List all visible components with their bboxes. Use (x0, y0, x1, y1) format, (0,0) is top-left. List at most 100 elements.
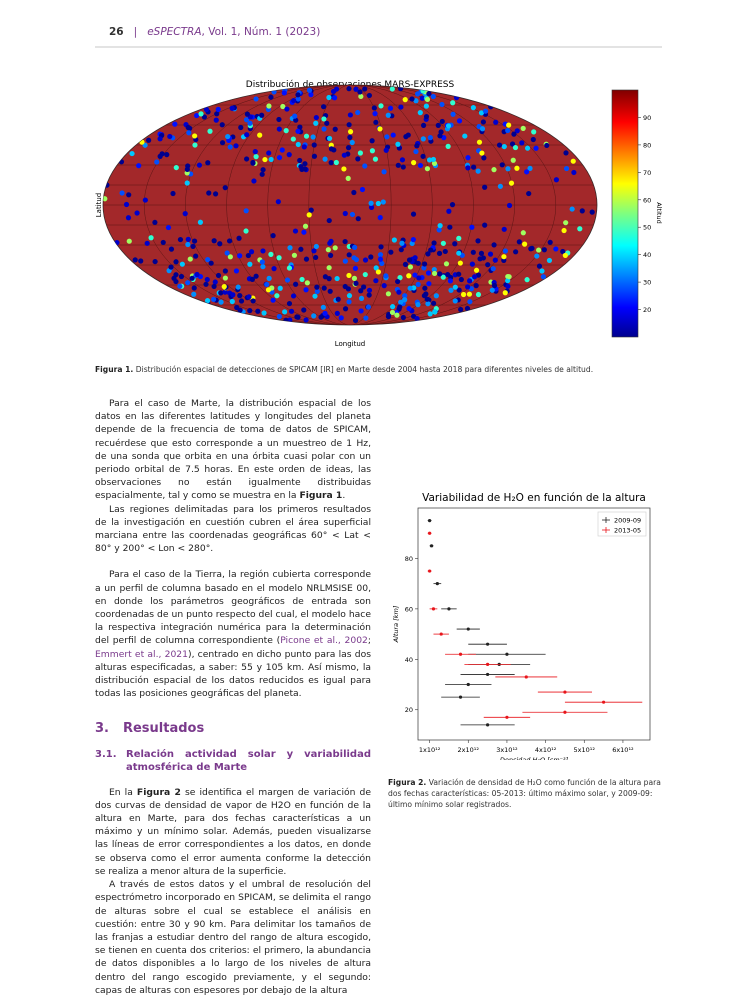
data-point (602, 700, 606, 704)
observation-dot (313, 114, 319, 121)
observation-dot (222, 185, 228, 191)
observation-dot (478, 110, 485, 116)
observation-dot (389, 304, 396, 310)
observation-dot (396, 289, 402, 295)
observation-dot (182, 211, 188, 217)
observation-dot (448, 287, 454, 293)
observation-dot (372, 111, 378, 117)
observation-dot (383, 273, 389, 279)
observation-dot (406, 273, 412, 279)
observation-dot (212, 191, 219, 197)
observation-dot (233, 143, 239, 149)
observation-dot (326, 135, 333, 142)
observation-dot (481, 155, 487, 161)
citation[interactable]: Emmert et al., 2021 (95, 648, 188, 660)
subsection-title: Relación actividad solar y variabilidad … (126, 748, 371, 773)
observation-dot (298, 246, 304, 252)
observation-dot (314, 284, 320, 290)
observation-dot (505, 283, 511, 289)
observation-dot (208, 260, 214, 266)
observation-dot (414, 91, 421, 97)
observation-dot (505, 166, 511, 172)
separator: | (133, 26, 138, 38)
observation-dot (456, 250, 462, 256)
observation-dot (125, 215, 132, 221)
colorbar-tick-label: 20 (643, 306, 651, 314)
observation-dot (345, 175, 351, 181)
citation[interactable]: Picone et al., 2002 (280, 635, 368, 647)
x-tick-label: 4x10¹² (535, 746, 557, 754)
observation-dot (274, 293, 280, 299)
issue: , Vol. 1, Núm. 1 (2023) (201, 26, 321, 38)
observation-dot (470, 249, 476, 255)
observation-dot (462, 133, 468, 139)
observation-dot (437, 223, 443, 229)
data-point (486, 723, 490, 727)
observation-dot (385, 313, 392, 320)
observation-dot (324, 120, 330, 126)
observation-dot (368, 200, 374, 206)
observation-dot (171, 275, 177, 281)
observation-dot (193, 253, 199, 259)
observation-dot (259, 259, 265, 265)
data-point (505, 715, 509, 719)
observation-dot (509, 141, 516, 147)
observation-dot (322, 156, 328, 162)
observation-dot (362, 163, 368, 169)
observation-dot (536, 263, 543, 269)
caption-1: Figura 1. Distribución espacial de detec… (95, 364, 665, 375)
observation-dot (377, 126, 383, 132)
observation-dot (238, 124, 244, 131)
text: A través de estos datos y el umbral de r… (95, 879, 371, 996)
observation-dot (203, 281, 209, 287)
data-point (431, 607, 436, 611)
observation-dot (247, 120, 253, 126)
observation-dot (144, 240, 150, 246)
observation-dot (414, 316, 420, 322)
observation-dot (435, 122, 441, 128)
figure-2: Variabilidad de H₂O en función de la alt… (392, 492, 651, 760)
observation-dot (458, 276, 464, 283)
observation-dot (313, 254, 319, 261)
observation-dot (419, 95, 425, 101)
observation-dot (482, 108, 489, 114)
legend-label: 2013-05 (614, 527, 641, 535)
observation-dot (407, 264, 414, 270)
observation-dot (569, 206, 575, 212)
observation-dot (485, 262, 491, 268)
observation-dot (440, 274, 446, 280)
y-axis-label: Altura [km] (392, 605, 400, 643)
data-point (429, 544, 434, 548)
caption-2: Figura 2. Variación de densidad de H₂O c… (388, 777, 664, 810)
observation-dot (456, 271, 462, 277)
observation-dot (475, 168, 481, 174)
observation-dot (132, 257, 138, 263)
paragraph: Para el caso de la Tierra, la región cub… (95, 568, 371, 700)
observation-dot (311, 153, 318, 159)
observation-dot (385, 291, 392, 297)
observation-dot (334, 275, 340, 282)
observation-dot (425, 270, 432, 276)
observation-dot (431, 270, 438, 277)
observation-dot (236, 235, 242, 241)
text: ), centrado en dicho punto para las dos … (95, 648, 371, 700)
observation-dot (447, 224, 453, 230)
x-axis-label: Longitud (335, 340, 366, 348)
observation-dot (436, 250, 443, 256)
observation-dot (445, 143, 451, 149)
data-point (439, 632, 443, 636)
observation-dot (358, 288, 364, 294)
observation-dot (187, 256, 193, 262)
observation-dot (357, 150, 364, 156)
section-heading: 3. Resultados (95, 722, 371, 735)
observation-dot (295, 96, 301, 102)
observation-dot (271, 266, 277, 272)
observation-dot (399, 157, 406, 163)
observation-dot (480, 255, 486, 261)
observation-dot (257, 132, 263, 138)
observation-dot (527, 165, 533, 171)
observation-dot (377, 215, 383, 221)
observation-dot (366, 287, 373, 293)
observation-dot (291, 97, 297, 104)
observation-dot (369, 148, 376, 154)
